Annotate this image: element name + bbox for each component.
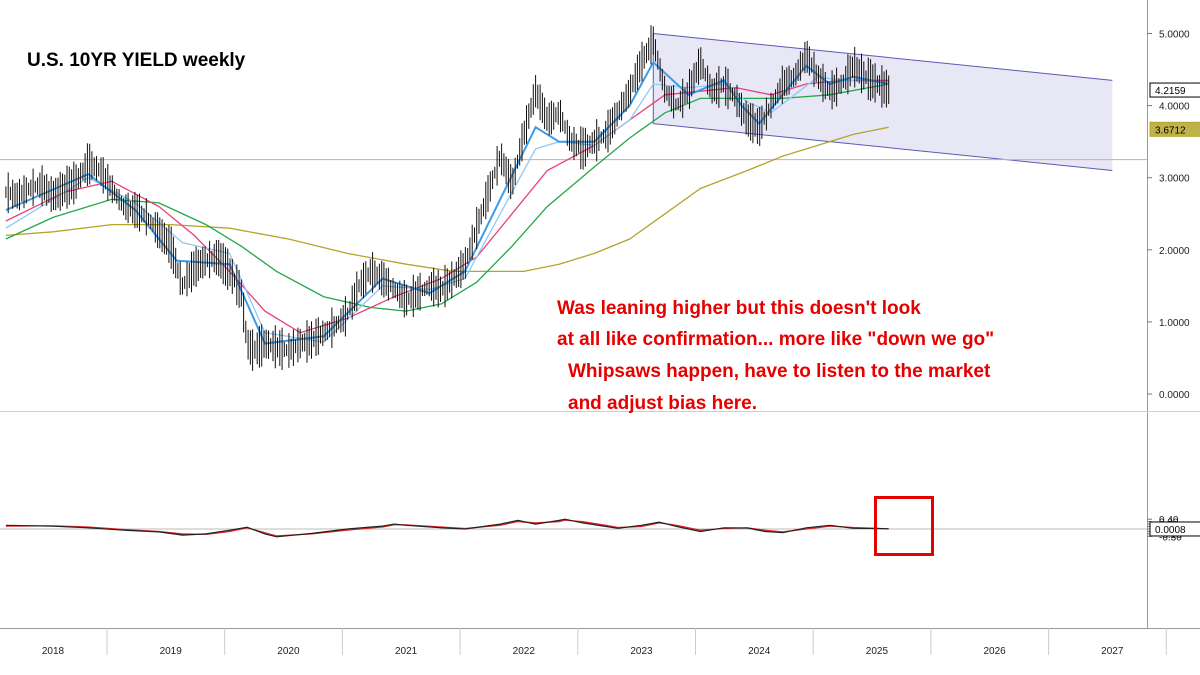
osc-tick-label-7: -0.30 [1159,532,1182,543]
price-tick-label-5: 0.0000 [1159,390,1190,401]
price-bars-group [5,25,890,371]
x-tick-label-9: 2027 [1101,646,1124,657]
x-tick-label-1: 2019 [160,646,183,657]
x-tick-label-3: 2021 [395,646,418,657]
indicator-line-4 [5,83,889,312]
x-tick-label-5: 2023 [630,646,653,657]
price-tick-label-4: 1.0000 [1159,318,1190,329]
annotation-line-1: Was leaning higher but this doesn't look [557,298,921,319]
x-tick-label-4: 2022 [513,646,536,657]
oscillator-slow-line [5,519,889,537]
x-tick-label-6: 2024 [748,646,771,657]
price-tick-label-1: 4.0000 [1159,102,1190,113]
osc-value-label-box [1149,521,1200,537]
oscillator-fast-line [5,518,889,538]
price-tick-label-0: 5.0000 [1159,30,1190,41]
price-value-label-1: 3.6712 [1155,125,1186,136]
x-tick-label-2: 2020 [277,646,300,657]
channel-upper-line [653,33,1113,81]
price-value-label-0: 4.2159 [1155,86,1186,97]
price-value-label-box-1 [1149,121,1200,137]
annotation-line-2: at all like confirmation... more like "d… [557,329,995,350]
price-tick-label-3: 2.0000 [1159,246,1190,257]
osc-value-label: 0.0008 [1155,525,1186,536]
channel-fill [653,33,1113,171]
x-tick-label-7: 2025 [866,646,889,657]
x-tick-label-8: 2026 [983,646,1006,657]
highlight-box [874,496,934,556]
indicator-line-5 [5,126,889,273]
x-tick-label-0: 2018 [42,646,65,657]
osc-tick-label-0: 0.40 [1159,515,1179,526]
price-value-label-box-0 [1149,82,1200,98]
channel-lower-line [653,123,1113,171]
annotation-line-3: Whipsaws happen, have to listen to the m… [568,361,991,382]
price-tick-label-2: 3.0000 [1159,174,1190,185]
chart-title: U.S. 10YR YIELD weekly [27,50,246,71]
annotation-line-4: and adjust bias here. [568,393,757,414]
